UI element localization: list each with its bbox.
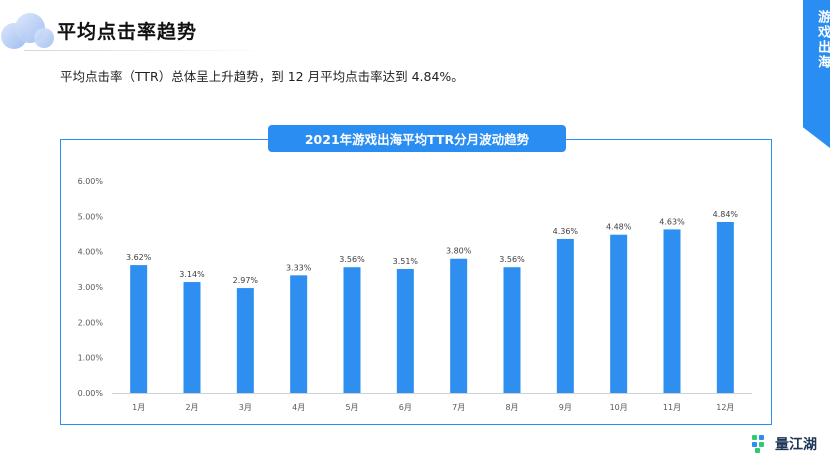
x-tick-label: 2月 [185, 403, 198, 412]
bar [290, 275, 308, 393]
x-tick-label: 6月 [399, 403, 412, 412]
brand-name: 量江湖 [775, 437, 817, 453]
data-label: 3.56% [499, 255, 525, 264]
data-label: 3.14% [179, 270, 205, 279]
y-tick-label: 5.00% [78, 212, 104, 221]
bar [130, 265, 148, 393]
y-tick-label: 1.00% [78, 354, 104, 363]
header-cloud-logo [1, 13, 54, 49]
data-label: 3.33% [286, 263, 312, 272]
data-label: 4.84% [713, 210, 739, 219]
data-label: 3.62% [126, 253, 152, 262]
data-label: 3.80% [446, 247, 472, 256]
brand-logo: 量江湖 [751, 434, 817, 454]
bar [716, 221, 734, 393]
y-tick-label: 6.00% [78, 177, 104, 186]
x-tick-label: 3月 [239, 403, 252, 412]
bar [343, 267, 361, 393]
data-label: 3.51% [393, 257, 419, 266]
data-label: 3.56% [339, 255, 365, 264]
bar [450, 258, 468, 393]
title-divider [24, 50, 274, 51]
chart-frame [60, 139, 772, 425]
data-label: 2.97% [233, 276, 259, 285]
data-label: 4.48% [606, 223, 632, 232]
x-tick-label: 9月 [559, 403, 572, 412]
x-tick-label: 4月 [292, 403, 305, 412]
x-tick-label: 12月 [716, 403, 734, 412]
data-label: 4.63% [659, 217, 685, 226]
bar [236, 288, 254, 393]
y-tick-label: 4.00% [78, 248, 104, 257]
page-title: 平均点击率趋势 [57, 21, 198, 43]
x-tick-label: 8月 [505, 403, 518, 412]
side-tab: 游戏出海 [803, 0, 830, 148]
bar [503, 267, 521, 393]
bar [183, 282, 201, 393]
x-tick-label: 10月 [610, 403, 628, 412]
chart-title: 2021年游戏出海平均TTR分月波动趋势 [268, 125, 566, 152]
bar [663, 229, 681, 393]
y-tick-label: 0.00% [78, 389, 104, 398]
bar [556, 238, 574, 393]
x-tick-label: 7月 [452, 403, 465, 412]
x-tick-label: 5月 [345, 403, 358, 412]
summary-text: 平均点击率（TTR）总体呈上升趋势，到 12 月平均点击率达到 4.84%。 [60, 69, 464, 84]
x-tick-label: 11月 [663, 403, 681, 412]
side-tab-label: 游戏出海 [815, 10, 830, 70]
y-tick-label: 2.00% [78, 318, 104, 327]
y-tick-label: 3.00% [78, 283, 104, 292]
x-tick-label: 1月 [132, 403, 145, 412]
bar [610, 234, 628, 393]
brand-mark-icon [752, 435, 764, 453]
bar [396, 268, 414, 393]
data-label: 4.36% [553, 227, 579, 236]
